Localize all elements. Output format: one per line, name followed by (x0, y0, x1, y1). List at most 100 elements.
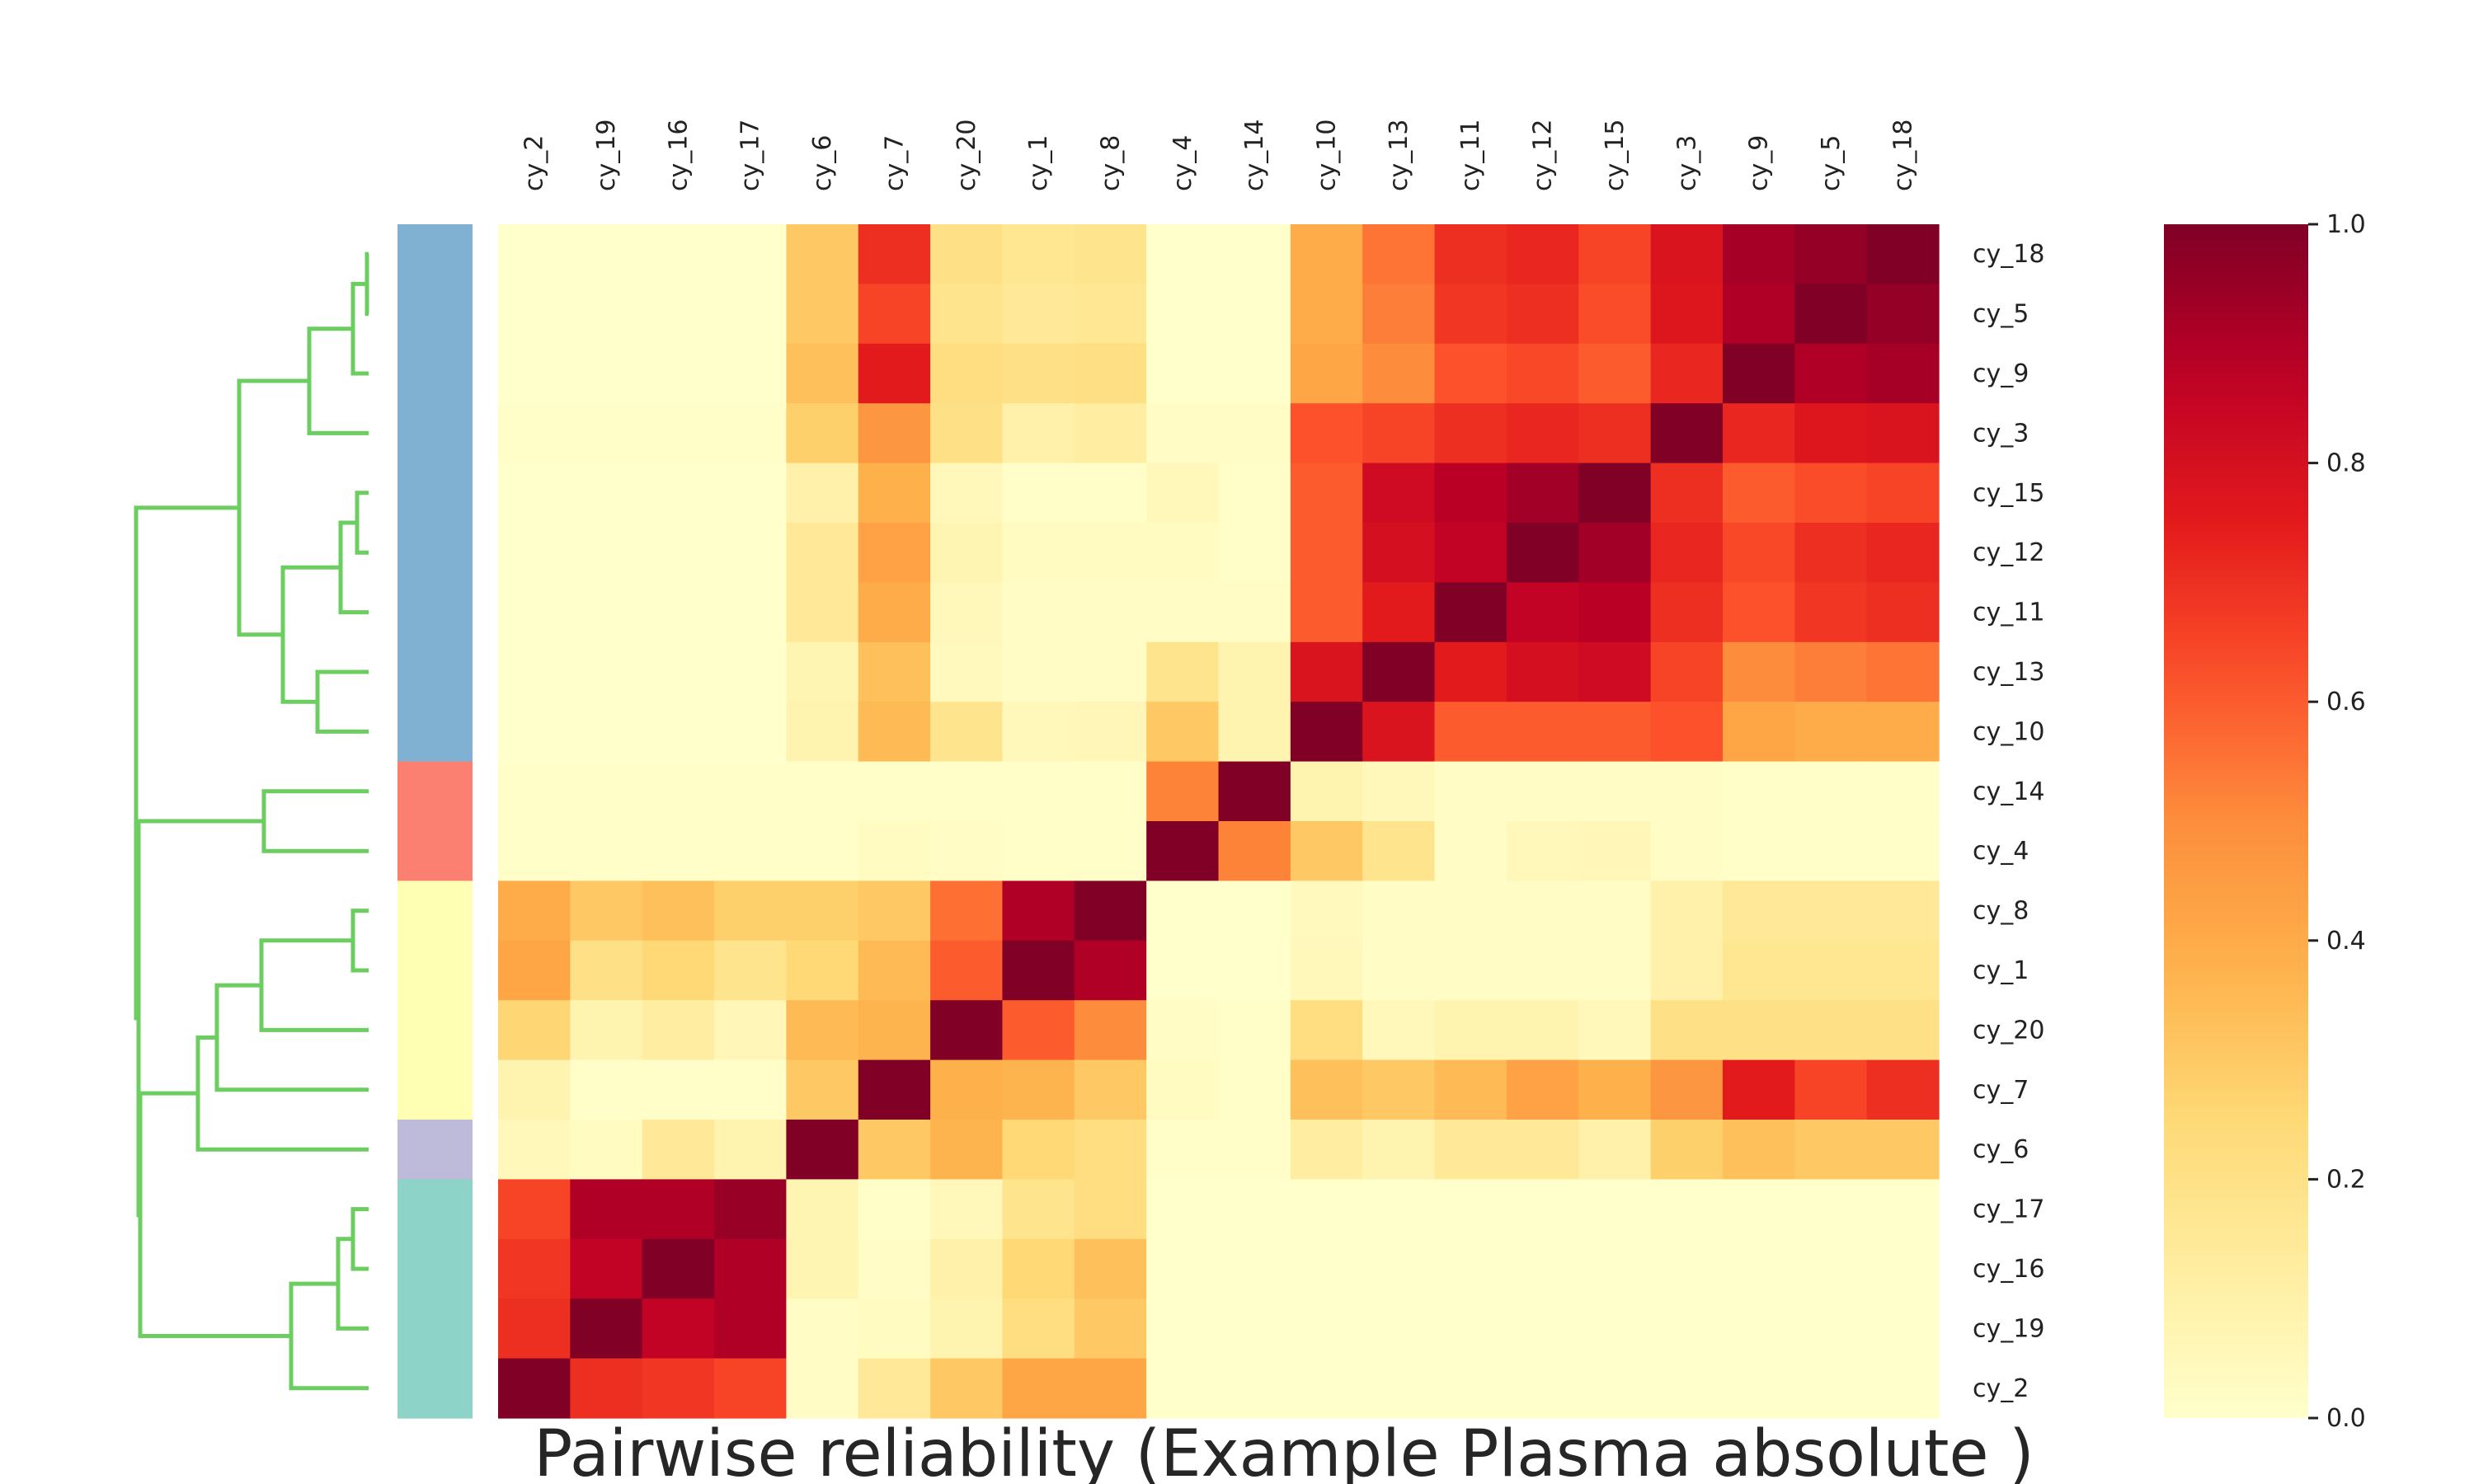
row-label-cy_1: cy_1 (1973, 956, 2029, 985)
heatmap-cell-cy_9-cy_13 (1362, 343, 1436, 404)
heatmap-cell-cy_15-cy_2 (498, 463, 571, 524)
heatmap-cell-cy_12-cy_12 (1506, 523, 1579, 583)
heatmap-cell-cy_8-cy_5 (1794, 881, 1868, 942)
heatmap-cell-cy_1-cy_18 (1866, 940, 1940, 1001)
heatmap-cell-cy_19-cy_11 (1434, 1298, 1507, 1360)
heatmap-cell-cy_5-cy_16 (642, 284, 715, 345)
heatmap-cell-cy_6-cy_9 (1722, 1120, 1795, 1180)
heatmap-cell-cy_7-cy_10 (1290, 1059, 1363, 1120)
heatmap-cell-cy_20-cy_7 (858, 1000, 931, 1061)
heatmap-cell-cy_1-cy_19 (570, 940, 643, 1001)
heatmap-cell-cy_1-cy_8 (1074, 940, 1147, 1001)
heatmap-cell-cy_6-cy_5 (1794, 1120, 1868, 1180)
heatmap-cell-cy_10-cy_19 (570, 702, 643, 763)
heatmap-grid (498, 224, 1940, 1419)
heatmap-cell-cy_20-cy_19 (570, 1000, 643, 1061)
row-label-cy_17: cy_17 (1973, 1195, 2044, 1224)
heatmap-cell-cy_20-cy_9 (1722, 1000, 1795, 1061)
heatmap-cell-cy_15-cy_18 (1866, 463, 1940, 524)
heatmap-cell-cy_6-cy_19 (570, 1120, 643, 1180)
heatmap-cell-cy_19-cy_20 (930, 1298, 1004, 1360)
heatmap-cell-cy_8-cy_18 (1866, 881, 1940, 942)
heatmap-cell-cy_18-cy_6 (786, 224, 859, 284)
heatmap-cell-cy_16-cy_1 (1002, 1238, 1075, 1299)
heatmap-cell-cy_12-cy_18 (1866, 523, 1940, 583)
heatmap-cell-cy_19-cy_17 (714, 1298, 787, 1360)
heatmap-cell-cy_1-cy_5 (1794, 940, 1868, 1001)
heatmap-cell-cy_2-cy_16 (642, 1358, 715, 1419)
heatmap-cell-cy_16-cy_7 (858, 1238, 931, 1299)
heatmap-cell-cy_17-cy_16 (642, 1179, 715, 1240)
row-color-cy_20 (397, 1000, 473, 1061)
row-label-cy_20: cy_20 (1973, 1016, 2044, 1045)
heatmap-cell-cy_9-cy_6 (786, 343, 859, 404)
heatmap-cell-cy_6-cy_7 (858, 1120, 931, 1180)
heatmap-cell-cy_12-cy_3 (1650, 523, 1724, 583)
heatmap-cell-cy_14-cy_13 (1362, 761, 1436, 822)
heatmap-cell-cy_8-cy_7 (858, 881, 931, 942)
heatmap-cell-cy_8-cy_20 (930, 881, 1004, 942)
heatmap-cell-cy_13-cy_10 (1290, 641, 1363, 702)
colorbar-tick-label-0.0: 0.0 (2326, 1404, 2366, 1433)
heatmap-cell-cy_10-cy_6 (786, 702, 859, 763)
heatmap-cell-cy_1-cy_2 (498, 940, 571, 1001)
heatmap-cell-cy_2-cy_11 (1434, 1358, 1507, 1419)
heatmap-cell-cy_12-cy_7 (858, 523, 931, 583)
heatmap-cell-cy_3-cy_8 (1074, 403, 1147, 464)
row-label-cy_16: cy_16 (1973, 1255, 2044, 1284)
row-label-cy_12: cy_12 (1973, 538, 2044, 567)
heatmap-cell-cy_18-cy_7 (858, 224, 931, 284)
column-label-cy_9: cy_9 (1745, 135, 1774, 191)
heatmap-cell-cy_1-cy_11 (1434, 940, 1507, 1001)
heatmap-cell-cy_11-cy_3 (1650, 582, 1724, 643)
heatmap-cell-cy_10-cy_14 (1218, 702, 1291, 763)
heatmap-cell-cy_2-cy_18 (1866, 1358, 1940, 1419)
heatmap-cell-cy_8-cy_19 (570, 881, 643, 942)
heatmap-cell-cy_18-cy_11 (1434, 224, 1507, 284)
heatmap-cell-cy_15-cy_19 (570, 463, 643, 524)
dendrogram-link-4 (338, 520, 369, 615)
heatmap-cell-cy_20-cy_12 (1506, 1000, 1579, 1061)
heatmap-cell-cy_16-cy_12 (1506, 1238, 1579, 1299)
heatmap-cell-cy_13-cy_13 (1362, 641, 1436, 702)
heatmap-cell-cy_13-cy_3 (1650, 641, 1724, 702)
row-color-cy_8 (397, 881, 473, 942)
heatmap-cell-cy_4-cy_16 (642, 821, 715, 881)
colorbar-tick-label-0.2: 0.2 (2326, 1165, 2366, 1194)
heatmap-cell-cy_13-cy_6 (786, 641, 859, 702)
heatmap-cell-cy_20-cy_3 (1650, 1000, 1724, 1061)
heatmap-cell-cy_2-cy_17 (714, 1358, 787, 1419)
heatmap-cell-cy_1-cy_1 (1002, 940, 1075, 1001)
heatmap-cell-cy_17-cy_20 (930, 1179, 1004, 1240)
row-color-cy_15 (397, 463, 473, 524)
heatmap-cell-cy_1-cy_9 (1722, 940, 1795, 1001)
heatmap-cell-cy_15-cy_3 (1650, 463, 1724, 524)
heatmap-cell-cy_9-cy_7 (858, 343, 931, 404)
row-dendrogram (134, 251, 369, 1391)
heatmap-cell-cy_4-cy_18 (1866, 821, 1940, 881)
heatmap-cell-cy_3-cy_20 (930, 403, 1004, 464)
heatmap-cell-cy_16-cy_5 (1794, 1238, 1868, 1299)
heatmap-cell-cy_16-cy_9 (1722, 1238, 1795, 1299)
heatmap-cell-cy_16-cy_15 (1578, 1238, 1652, 1299)
heatmap-cell-cy_3-cy_17 (714, 403, 787, 464)
heatmap-cell-cy_19-cy_6 (786, 1298, 859, 1360)
heatmap-cell-cy_8-cy_4 (1146, 881, 1220, 942)
heatmap-cell-cy_3-cy_19 (570, 403, 643, 464)
heatmap-cell-cy_19-cy_7 (858, 1298, 931, 1360)
heatmap-cell-cy_2-cy_1 (1002, 1358, 1075, 1419)
heatmap-cell-cy_2-cy_4 (1146, 1358, 1220, 1419)
heatmap-cell-cy_18-cy_18 (1866, 224, 1940, 284)
heatmap-cell-cy_15-cy_9 (1722, 463, 1795, 524)
heatmap-cell-cy_19-cy_10 (1290, 1298, 1363, 1360)
row-color-cy_6 (397, 1120, 473, 1180)
heatmap-cell-cy_17-cy_9 (1722, 1179, 1795, 1240)
dendrogram-link-6 (280, 565, 341, 704)
heatmap-cell-cy_20-cy_4 (1146, 1000, 1220, 1061)
heatmap-cell-cy_17-cy_6 (786, 1179, 859, 1240)
heatmap-cell-cy_6-cy_17 (714, 1120, 787, 1180)
heatmap-cell-cy_20-cy_14 (1218, 1000, 1291, 1061)
heatmap-cell-cy_12-cy_1 (1002, 523, 1075, 583)
heatmap-cell-cy_7-cy_8 (1074, 1059, 1147, 1120)
heatmap-cell-cy_4-cy_3 (1650, 821, 1724, 881)
